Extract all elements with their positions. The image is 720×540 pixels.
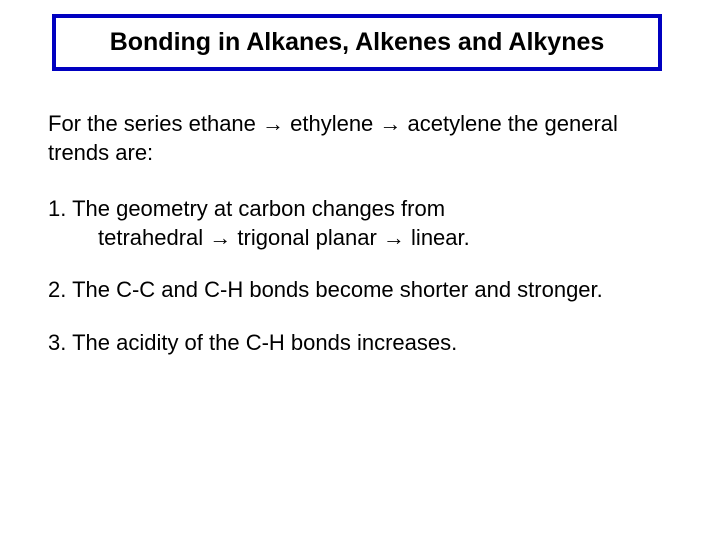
point-2: 2. The C-C and C-H bonds become shorter … [48,276,672,305]
point-1: 1. The geometry at carbon changes from t… [48,195,672,252]
point-1-line-2: tetrahedral → trigonal planar → linear. [48,225,470,250]
intro-paragraph: For the series ethane → ethylene → acety… [48,110,672,167]
point-3: 3. The acidity of the C-H bonds increase… [48,329,672,358]
title-container: Bonding in Alkanes, Alkenes and Alkynes [52,14,662,71]
point-1-line-1: 1. The geometry at carbon changes from [48,196,445,221]
content-area: For the series ethane → ethylene → acety… [48,110,672,382]
slide-title: Bonding in Alkanes, Alkenes and Alkynes [76,28,638,57]
intro-line-1: For the series ethane → ethylene → acety… [48,111,618,136]
intro-line-2: trends are: [48,140,153,165]
